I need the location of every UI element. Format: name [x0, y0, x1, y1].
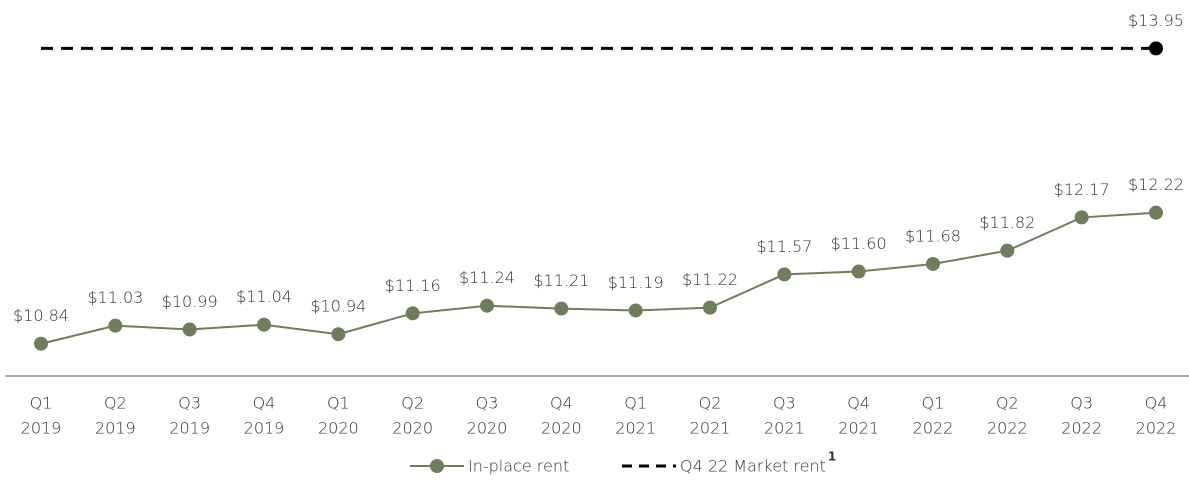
point [257, 317, 271, 332]
point [108, 318, 123, 333]
x-tick-label: 2020 [467, 419, 508, 438]
data-label: $11.22 [682, 270, 738, 289]
data-label: $10.94 [310, 297, 366, 316]
data-label: $10.99 [162, 292, 218, 311]
x-tick-label: Q1 [327, 394, 350, 413]
legend-item: In-place rent [410, 457, 569, 476]
x-tick-label: 2021 [764, 419, 805, 438]
point [480, 298, 494, 313]
point [34, 336, 48, 351]
data-label: $11.68 [905, 226, 961, 245]
legend-superscript: 1 [828, 450, 836, 464]
point [703, 300, 717, 315]
data-label: $11.82 [979, 213, 1035, 232]
x-tick-label: 2022 [1061, 419, 1102, 438]
data-label: $11.03 [87, 288, 143, 307]
point [777, 267, 792, 282]
x-tick-label: Q1 [30, 394, 53, 413]
legend-label: In-place rent [468, 457, 569, 476]
x-tick-label: Q2 [699, 394, 722, 413]
point [1074, 210, 1089, 225]
x-tick-label: Q2 [996, 394, 1019, 413]
x-tick-label: Q4 [1145, 394, 1168, 413]
point [182, 322, 197, 337]
data-label: $11.19 [608, 273, 664, 292]
point [405, 306, 420, 321]
x-tick-label: 2021 [615, 419, 656, 438]
x-tick-label: Q1 [922, 394, 945, 413]
x-tick-label: Q2 [104, 394, 127, 413]
x-tick-label: 2022 [987, 419, 1028, 438]
point [851, 264, 866, 279]
point [554, 301, 569, 316]
x-tick-label: 2019 [95, 419, 136, 438]
data-label: $11.21 [533, 271, 589, 290]
point [926, 256, 940, 271]
data-label: $12.22 [1128, 175, 1184, 194]
data-label: $10.84 [13, 306, 69, 325]
x-tick-label: Q2 [401, 394, 424, 413]
data-label: $11.60 [831, 234, 887, 253]
data-label: $11.57 [756, 237, 812, 256]
x-tick-label: Q3 [773, 394, 796, 413]
x-tick-label: 2019 [169, 419, 210, 438]
legend-item: Q4 22 Market rent 1 [622, 450, 836, 476]
x-tick-label: 2022 [913, 419, 954, 438]
legend-label: Q4 22 Market rent [680, 457, 826, 476]
series-line [40, 211, 1157, 345]
x-tick-label: Q4 [550, 394, 573, 413]
x-tick-label: Q3 [1070, 394, 1093, 413]
data-label: $13.95 [1128, 11, 1184, 30]
x-tick-label: 2020 [541, 419, 582, 438]
data-label: $11.04 [236, 287, 292, 306]
point [331, 327, 346, 342]
x-tick-label: 2021 [690, 419, 731, 438]
data-label: $12.17 [1054, 180, 1110, 199]
x-tick-label: Q4 [847, 394, 870, 413]
point [1000, 243, 1015, 258]
x-tick-label: 2019 [21, 419, 62, 438]
data-label: $11.24 [459, 268, 515, 287]
x-tick-label: Q3 [178, 394, 201, 413]
x-tick-label: Q3 [476, 394, 499, 413]
x-tick-label: 2020 [392, 419, 433, 438]
point [628, 303, 643, 318]
x-tick-label: Q1 [624, 394, 647, 413]
data-label: $11.16 [385, 276, 441, 295]
x-tick-label: Q4 [253, 394, 276, 413]
x-tick-label: 2019 [244, 419, 285, 438]
x-tick-label: 2022 [1136, 419, 1177, 438]
point [1149, 205, 1163, 220]
legend-marker [430, 459, 444, 473]
x-tick-label: 2021 [838, 419, 879, 438]
point [1149, 41, 1163, 56]
x-tick-label: 2020 [318, 419, 359, 438]
